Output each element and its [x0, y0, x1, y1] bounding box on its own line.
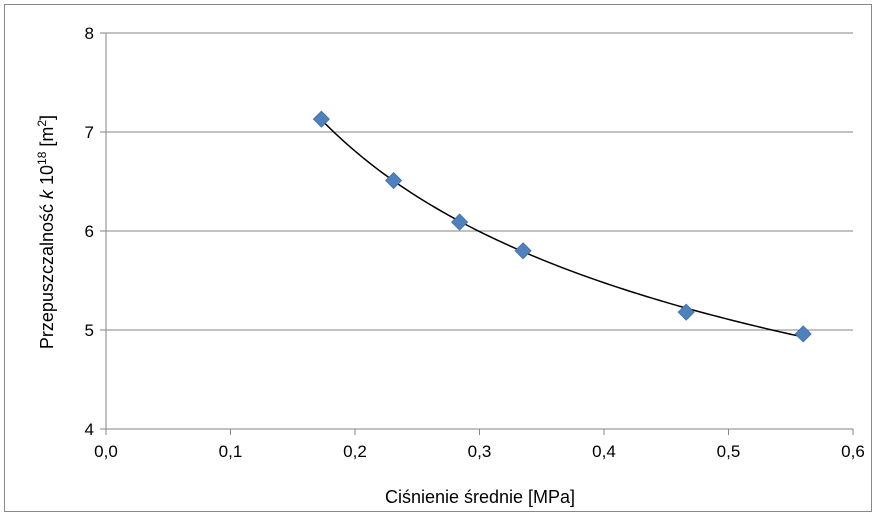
y-tick-label: 7	[85, 123, 94, 142]
y-axis-title: Przepuszczalność k 1018 [m2]	[35, 115, 57, 349]
x-tick-label: 0,5	[717, 442, 741, 461]
y-tick-label: 4	[85, 420, 94, 439]
power-trendline	[320, 119, 804, 338]
y-axis-title-unit-open: [m	[37, 127, 57, 152]
chart-frame	[4, 4, 872, 512]
data-point	[312, 110, 330, 128]
y-tick-label: 5	[85, 321, 94, 340]
tick-labels-layer: 4 5 6 7 8 0,0 0,1 0,2 0,3 0,4 0,5 0,6	[85, 24, 865, 461]
y-axis-title-exponent: 18	[35, 151, 49, 165]
data-point	[794, 325, 812, 343]
data-point	[451, 213, 469, 231]
x-tick-label: 0,4	[592, 442, 616, 461]
y-axis-title-prefix: Przepuszczalność	[37, 199, 57, 349]
y-tick-label: 8	[85, 24, 94, 43]
x-tick-label: 0,6	[841, 442, 865, 461]
y-axis-title-unit-exponent: 2	[35, 120, 49, 127]
x-tick-label: 0,2	[343, 442, 367, 461]
trendline-layer	[320, 119, 804, 338]
axes-layer	[100, 32, 854, 435]
x-tick-label: 0,0	[94, 442, 118, 461]
y-tick-label: 6	[85, 222, 94, 241]
data-point	[677, 303, 695, 321]
points-layer	[312, 110, 812, 343]
y-axis-title-unit-close: ]	[37, 115, 57, 120]
data-point	[385, 171, 403, 190]
grid-layer	[106, 32, 853, 331]
x-tick-label: 0,1	[219, 442, 243, 461]
x-axis-title: Ciśnienie średnie [MPa]	[385, 487, 575, 507]
x-tick-label: 0,3	[468, 442, 492, 461]
data-point	[514, 242, 532, 260]
y-axis-title-mid: 10	[37, 165, 57, 190]
y-axis-title-symbol: k	[37, 189, 57, 199]
